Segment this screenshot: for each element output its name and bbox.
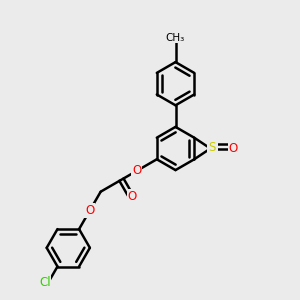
Text: O: O (229, 142, 238, 155)
Text: Cl: Cl (39, 276, 50, 289)
Text: S: S (208, 141, 216, 154)
Text: O: O (132, 164, 141, 177)
Text: O: O (208, 143, 217, 156)
Text: O: O (85, 204, 94, 217)
Text: CH₃: CH₃ (166, 32, 185, 43)
Text: O: O (128, 190, 137, 203)
